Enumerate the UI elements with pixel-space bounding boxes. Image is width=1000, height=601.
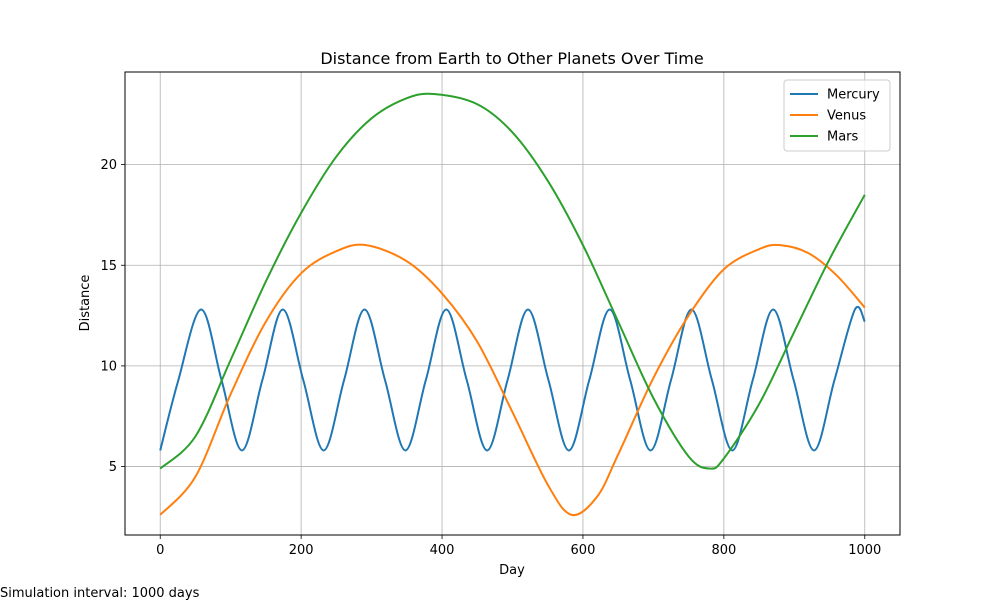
series-line-mars: [159, 92, 866, 470]
x-tick-label: 400: [430, 543, 455, 558]
legend-label-mercury: Mercury: [827, 88, 880, 103]
legend-box: [783, 79, 891, 152]
y-tick-label: 20: [100, 158, 117, 173]
series-line-venus: [159, 243, 866, 517]
x-tick-label: 1000: [848, 543, 881, 558]
y-tick-label: 15: [100, 259, 117, 274]
legend: Mercury Venus Mars: [783, 79, 891, 152]
x-axis-ticks: 0 200 400 600 800 1000: [156, 535, 881, 558]
grid-lines: [125, 72, 900, 535]
plot-frame: [124, 71, 901, 536]
x-axis-label: Day: [499, 563, 525, 578]
series-line-mercury: [159, 306, 866, 452]
y-axis-label: Distance: [78, 275, 93, 332]
y-tick-label: 10: [100, 359, 117, 374]
y-tick-label: 5: [109, 460, 117, 475]
x-tick-label: 600: [571, 543, 596, 558]
y-axis-ticks: 5 10 15 20: [100, 158, 125, 475]
legend-label-mars: Mars: [827, 130, 859, 145]
x-tick-label: 800: [711, 543, 736, 558]
legend-label-venus: Venus: [827, 109, 866, 124]
plot-lines: [159, 92, 866, 517]
x-tick-label: 200: [289, 543, 314, 558]
footer-caption: Simulation interval: 1000 days: [0, 586, 200, 601]
chart-title: Distance from Earth to Other Planets Ove…: [320, 49, 703, 68]
x-tick-label: 0: [156, 543, 164, 558]
